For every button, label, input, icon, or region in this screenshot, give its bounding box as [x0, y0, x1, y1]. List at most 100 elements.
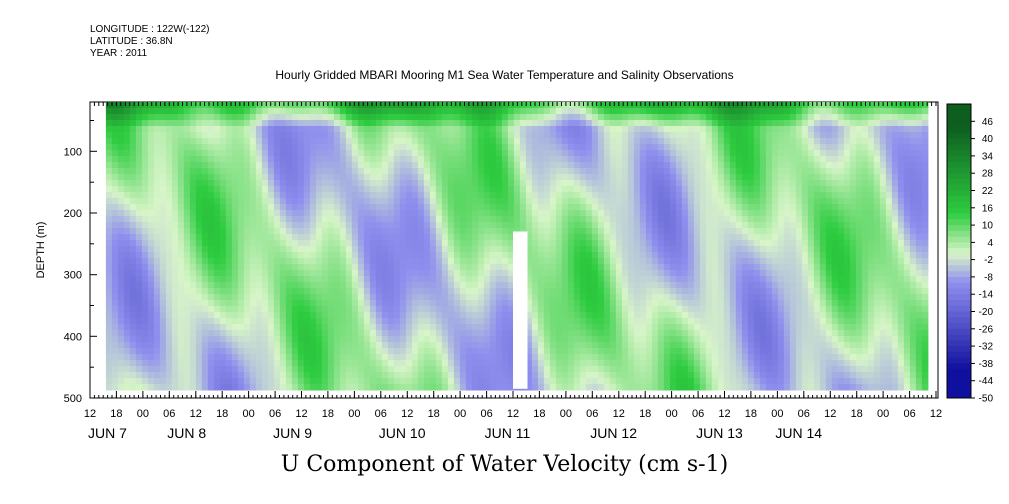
heatmap-cell — [303, 138, 311, 145]
heatmap-cell — [273, 138, 281, 145]
heatmap-cell — [393, 360, 401, 367]
heatmap-cell — [567, 246, 575, 253]
heatmap-cell — [147, 216, 155, 223]
heatmap-cell — [387, 306, 395, 313]
heatmap-cell — [639, 192, 647, 199]
heatmap-cell — [663, 360, 671, 367]
heatmap-cell — [351, 276, 359, 283]
heatmap-cell — [693, 282, 701, 289]
heatmap-cell — [663, 144, 671, 151]
heatmap-cell — [375, 132, 383, 139]
heatmap-cell — [267, 360, 275, 367]
heatmap-cell — [351, 120, 359, 127]
heatmap-cell — [141, 204, 149, 211]
heatmap-cell — [165, 180, 173, 187]
heatmap-cell — [345, 312, 353, 319]
heatmap-cell — [429, 336, 437, 343]
heatmap-cell — [189, 360, 197, 367]
heatmap-cell — [249, 312, 257, 319]
heatmap-cell — [177, 216, 185, 223]
heatmap-cell — [123, 372, 131, 379]
heatmap-cell — [597, 186, 605, 193]
heatmap-cell — [495, 162, 503, 169]
heatmap-cell — [483, 258, 491, 265]
heatmap-cell — [513, 138, 521, 145]
heatmap-cell — [411, 156, 419, 163]
heatmap-cell — [471, 264, 479, 271]
heatmap-cell — [315, 228, 323, 235]
heatmap-cell — [657, 198, 665, 205]
heatmap-cell — [129, 144, 137, 151]
heatmap-cell — [573, 204, 581, 211]
heatmap-cell — [279, 126, 287, 133]
heatmap-cell — [291, 204, 299, 211]
heatmap-cell — [369, 144, 377, 151]
heatmap-cell — [273, 120, 281, 127]
heatmap-cell — [531, 132, 539, 139]
heatmap-cell — [645, 366, 653, 373]
heatmap-cell — [477, 132, 485, 139]
heatmap-cell — [279, 342, 287, 349]
heatmap-cell — [429, 138, 437, 145]
heatmap-cell — [411, 360, 419, 367]
heatmap-cell — [627, 270, 635, 277]
heatmap-cell — [669, 342, 677, 349]
heatmap-cell — [177, 126, 185, 133]
heatmap-cell — [537, 270, 545, 277]
heatmap-cell — [255, 168, 263, 175]
heatmap-cell — [387, 258, 395, 265]
heatmap-cell — [213, 384, 221, 391]
heatmap-cell — [171, 108, 179, 115]
heatmap-cell — [627, 156, 635, 163]
heatmap-cell — [381, 330, 389, 337]
heatmap-cell — [417, 330, 425, 337]
heatmap-cell — [627, 180, 635, 187]
heatmap-cell — [321, 234, 329, 241]
heatmap-cell — [147, 150, 155, 157]
heatmap-cell — [117, 228, 125, 235]
heatmap-cell — [153, 204, 161, 211]
heatmap-cell — [465, 252, 473, 259]
heatmap-cell — [255, 228, 263, 235]
heatmap-cell — [411, 186, 419, 193]
heatmap-cell — [351, 102, 359, 109]
heatmap-cell — [663, 372, 671, 379]
heatmap-cell — [177, 258, 185, 265]
heatmap-cell — [255, 342, 263, 349]
heatmap-cell — [135, 228, 143, 235]
heatmap-cell — [477, 288, 485, 295]
heatmap-cell — [189, 330, 197, 337]
heatmap-cell — [249, 144, 257, 151]
heatmap-cell — [561, 360, 569, 367]
heatmap-cell — [291, 330, 299, 337]
heatmap-cell — [597, 246, 605, 253]
heatmap-cell — [543, 174, 551, 181]
heatmap-cell — [237, 180, 245, 187]
heatmap-cell — [417, 186, 425, 193]
heatmap-cell — [603, 372, 611, 379]
heatmap-cell — [651, 360, 659, 367]
heatmap-cell — [153, 294, 161, 301]
heatmap-cell — [249, 210, 257, 217]
heatmap-cell — [621, 102, 629, 109]
heatmap-cell — [117, 240, 125, 247]
heatmap-cell — [225, 324, 233, 331]
heatmap-cell — [501, 234, 509, 241]
heatmap-cell — [561, 366, 569, 373]
heatmap-cell — [495, 132, 503, 139]
heatmap-cell — [177, 108, 185, 115]
heatmap-cell — [297, 288, 305, 295]
heatmap-cell — [543, 360, 551, 367]
heatmap-cell — [573, 312, 581, 319]
heatmap-cell — [663, 174, 671, 181]
heatmap-cell — [705, 288, 713, 295]
heatmap-cell — [681, 240, 689, 247]
heatmap-cell — [333, 246, 341, 253]
heatmap-cell — [525, 324, 533, 331]
heatmap-cell — [465, 162, 473, 169]
heatmap-cell — [459, 108, 467, 115]
heatmap-cell — [339, 288, 347, 295]
heatmap-cell — [639, 288, 647, 295]
heatmap-cell — [105, 270, 113, 277]
